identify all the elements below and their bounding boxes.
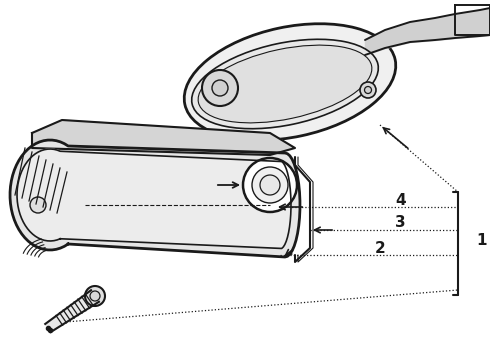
Polygon shape bbox=[45, 290, 99, 332]
Ellipse shape bbox=[192, 39, 378, 129]
Polygon shape bbox=[10, 140, 300, 257]
Circle shape bbox=[260, 175, 280, 195]
Text: 2: 2 bbox=[375, 240, 386, 256]
Circle shape bbox=[30, 197, 46, 213]
Circle shape bbox=[85, 286, 105, 306]
Polygon shape bbox=[17, 149, 291, 248]
Circle shape bbox=[365, 86, 371, 94]
Circle shape bbox=[90, 291, 100, 301]
Text: 1: 1 bbox=[476, 233, 487, 248]
Circle shape bbox=[360, 82, 376, 98]
Circle shape bbox=[243, 158, 297, 212]
Text: 3: 3 bbox=[395, 215, 406, 230]
Circle shape bbox=[212, 80, 228, 96]
Ellipse shape bbox=[198, 45, 372, 123]
Text: 4: 4 bbox=[395, 193, 406, 207]
Circle shape bbox=[252, 167, 288, 203]
Ellipse shape bbox=[184, 24, 396, 140]
Circle shape bbox=[202, 70, 238, 106]
Polygon shape bbox=[32, 120, 295, 155]
